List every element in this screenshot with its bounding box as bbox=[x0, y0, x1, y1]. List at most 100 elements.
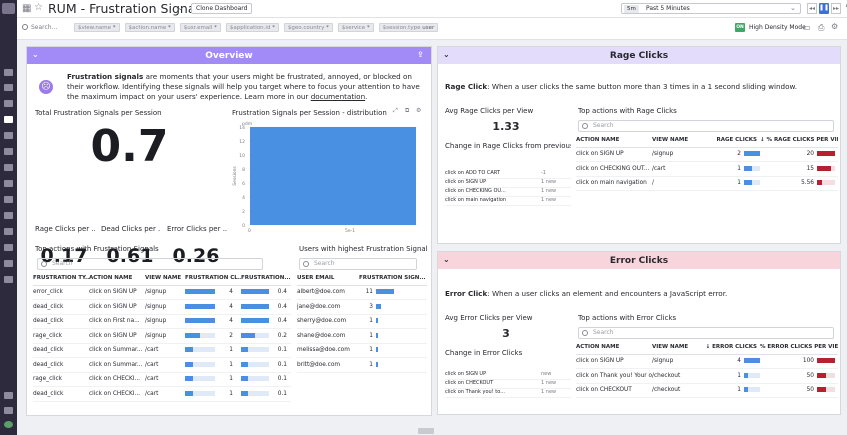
column-header[interactable]: VIEW NAME bbox=[652, 341, 704, 355]
template-variable-pill[interactable]: $session.type user bbox=[378, 23, 439, 32]
monitors-nav-icon[interactable] bbox=[4, 228, 13, 235]
column-header[interactable]: ↓ % RAGE CLICKS PER VIEW bbox=[760, 134, 838, 148]
logs-nav-icon[interactable] bbox=[4, 148, 13, 155]
column-header[interactable]: USER EMAIL bbox=[297, 272, 359, 286]
template-variable-pill[interactable]: $geo.country * bbox=[283, 23, 333, 32]
variables-search-input[interactable]: Search... bbox=[31, 24, 58, 31]
home-nav-icon[interactable] bbox=[4, 84, 13, 91]
user-avatar[interactable] bbox=[4, 421, 13, 428]
template-variable-pill[interactable]: $view.name * bbox=[74, 23, 120, 32]
column-header[interactable]: ↓ ERROR CLICKS bbox=[704, 341, 760, 355]
template-variable-pill[interactable]: $usr.email * bbox=[179, 23, 221, 32]
rage-search-input[interactable]: Search bbox=[578, 120, 834, 132]
change-row[interactable]: click on SIGN UP new bbox=[445, 371, 571, 380]
change-row[interactable]: click on SIGN UP 1 new bbox=[445, 179, 571, 188]
avg-error-widget: Avg Error Clicks per View 3 bbox=[445, 314, 567, 346]
table-row[interactable]: click on CHECKING OUT.../cart 1 15 bbox=[576, 161, 838, 177]
support-nav-icon[interactable] bbox=[4, 407, 13, 414]
column-header[interactable]: % ERROR CLICKS PER VIEW bbox=[760, 341, 838, 355]
security-nav-icon[interactable] bbox=[4, 180, 13, 187]
table-row[interactable]: melissa@doe.com 1 bbox=[297, 343, 427, 358]
pause-button[interactable]: ❚❚ bbox=[819, 3, 829, 14]
apm-nav-icon[interactable] bbox=[4, 132, 13, 139]
settings-nav-icon[interactable] bbox=[4, 276, 13, 283]
dashboards-nav-icon[interactable] bbox=[4, 100, 13, 107]
error-search-input[interactable]: Search bbox=[578, 327, 834, 339]
dashboard-list-icon[interactable]: ▦ bbox=[22, 3, 32, 14]
title-chevron-down-icon[interactable]: ⌄ bbox=[177, 3, 184, 12]
users-search-input[interactable]: Search bbox=[299, 258, 417, 270]
favorite-star-icon[interactable]: ☆ bbox=[34, 2, 43, 13]
metrics-nav-icon[interactable] bbox=[4, 164, 13, 171]
table-row[interactable]: click on SIGN UP/signup 4 100 bbox=[576, 354, 838, 369]
collapse-chevron-icon[interactable]: ⌄ bbox=[443, 50, 450, 59]
column-header[interactable]: ACTION NAME bbox=[576, 341, 652, 355]
frustration-type: dead_click bbox=[33, 314, 89, 329]
collapse-chevron-icon[interactable]: ⌄ bbox=[443, 255, 450, 264]
scroll-handle[interactable] bbox=[418, 428, 434, 434]
column-header[interactable]: FRUSTRATION SIGN... bbox=[359, 272, 427, 286]
integrations-nav-icon[interactable] bbox=[4, 196, 13, 203]
table-row[interactable]: error_click click on SIGN UP/signup 4 0.4 bbox=[33, 285, 291, 300]
change-row[interactable]: click on main navigation 1 new bbox=[445, 197, 571, 206]
table-row[interactable]: click on main navigation/ 1 5.56 bbox=[576, 176, 838, 191]
synthetics-nav-icon[interactable] bbox=[4, 244, 13, 251]
dashboard-settings-icon[interactable]: ⚙ bbox=[831, 22, 839, 31]
widget-gear-icon[interactable]: ⚙ bbox=[416, 107, 422, 114]
table-row[interactable]: dead_click click on Summar.../cart 1 0.1 bbox=[33, 343, 291, 358]
time-picker[interactable]: 5m Past 5 Minutes ⌄ bbox=[621, 3, 801, 14]
notebooks-nav-icon[interactable] bbox=[4, 260, 13, 267]
export-icon[interactable]: ⇪ bbox=[417, 50, 424, 59]
table-row[interactable]: dead_click click on Summar.../cart 1 0.1 bbox=[33, 357, 291, 373]
template-variable-pill[interactable]: $service * bbox=[337, 23, 374, 32]
column-header[interactable]: ACTION NAME bbox=[89, 272, 145, 286]
change-row[interactable]: click on ADD TO CART -1 bbox=[445, 170, 571, 179]
search-nav-icon[interactable] bbox=[4, 69, 13, 76]
table-row[interactable]: rage_click click on SIGN UP/signup 2 0.2 bbox=[33, 328, 291, 344]
table-row[interactable]: albert@doe.com 11 bbox=[297, 285, 427, 300]
table-row[interactable]: dead_click click on First na.../signup 4 0.… bbox=[33, 314, 291, 329]
table-row[interactable]: click on Thank you! Your orde.../checkou… bbox=[576, 368, 838, 384]
settings-gear-icon[interactable]: ⚙ bbox=[845, 2, 847, 12]
high-density-toggle[interactable]: ON bbox=[735, 23, 745, 32]
table-row[interactable]: click on CHECKOUT/checkout 1 50 bbox=[576, 383, 838, 398]
documentation-link[interactable]: documentation bbox=[310, 92, 366, 101]
table-row[interactable]: rage_click click on CHECKI.../cart 1 0.1 bbox=[33, 372, 291, 387]
table-row[interactable]: sherry@doe.com 1 bbox=[297, 314, 427, 329]
top-actions-search-input[interactable]: Search bbox=[37, 258, 263, 270]
table-row[interactable]: click on SIGN UP/signup 2 20 bbox=[576, 147, 838, 162]
network-nav-icon[interactable] bbox=[4, 212, 13, 219]
collapse-chevron-icon[interactable]: ⌄ bbox=[32, 50, 39, 59]
column-header[interactable]: FRUSTRATION TY... bbox=[33, 272, 89, 286]
template-variable-pill[interactable]: $application.id * bbox=[225, 23, 279, 32]
change-row[interactable]: click on CHECKING OU... 1 new bbox=[445, 188, 571, 197]
rum-nav-icon[interactable] bbox=[4, 116, 13, 123]
help-nav-icon[interactable] bbox=[4, 392, 13, 399]
expand-icon[interactable]: ⤢ bbox=[393, 107, 398, 114]
change-row[interactable]: click on Thank you! to... 1 new bbox=[445, 389, 571, 398]
column-header[interactable]: VIEW NAME bbox=[145, 272, 185, 286]
time-back-button[interactable]: ◂◂ bbox=[807, 3, 817, 14]
copy-icon[interactable]: ⧉ bbox=[405, 107, 410, 114]
template-variable-pill[interactable]: $action.name * bbox=[124, 23, 175, 32]
rage-def-text: : When a user clicks the same button mor… bbox=[487, 82, 797, 91]
tv-mode-icon[interactable]: ▭ bbox=[803, 23, 811, 32]
table-row[interactable]: dead_click click on SIGN UP/signup 4 0.4 bbox=[33, 299, 291, 315]
column-header[interactable]: ACTION NAME bbox=[576, 134, 652, 148]
share-icon[interactable]: ⎙ bbox=[818, 23, 825, 32]
datadog-logo-icon[interactable] bbox=[2, 3, 15, 14]
column-header[interactable]: VIEW NAME bbox=[652, 134, 712, 148]
table-row[interactable]: shane@doe.com 1 bbox=[297, 328, 427, 344]
distribution-bar[interactable] bbox=[250, 127, 416, 225]
table-row[interactable]: jane@doe.com 3 bbox=[297, 299, 427, 315]
column-header[interactable]: RAGE CLICKS bbox=[712, 134, 760, 148]
column-header[interactable]: FRUSTRATION CL... bbox=[185, 272, 241, 286]
percent-value: 20 bbox=[806, 151, 814, 158]
clone-dashboard-button[interactable]: Clone Dashboard bbox=[191, 3, 253, 14]
table-row[interactable]: dead_click click on CHECKI.../cart 1 0.1 bbox=[33, 386, 291, 402]
rage-clicks-group: ⌄ Rage Clicks Rage Click: When a user cl… bbox=[437, 46, 841, 244]
table-row[interactable]: britt@doe.com 1 bbox=[297, 357, 427, 373]
column-header[interactable]: FRUSTRATION... bbox=[241, 272, 291, 286]
time-forward-button[interactable]: ▸▸ bbox=[831, 3, 841, 14]
change-row[interactable]: click on CHECKOUT 1 new bbox=[445, 380, 571, 389]
